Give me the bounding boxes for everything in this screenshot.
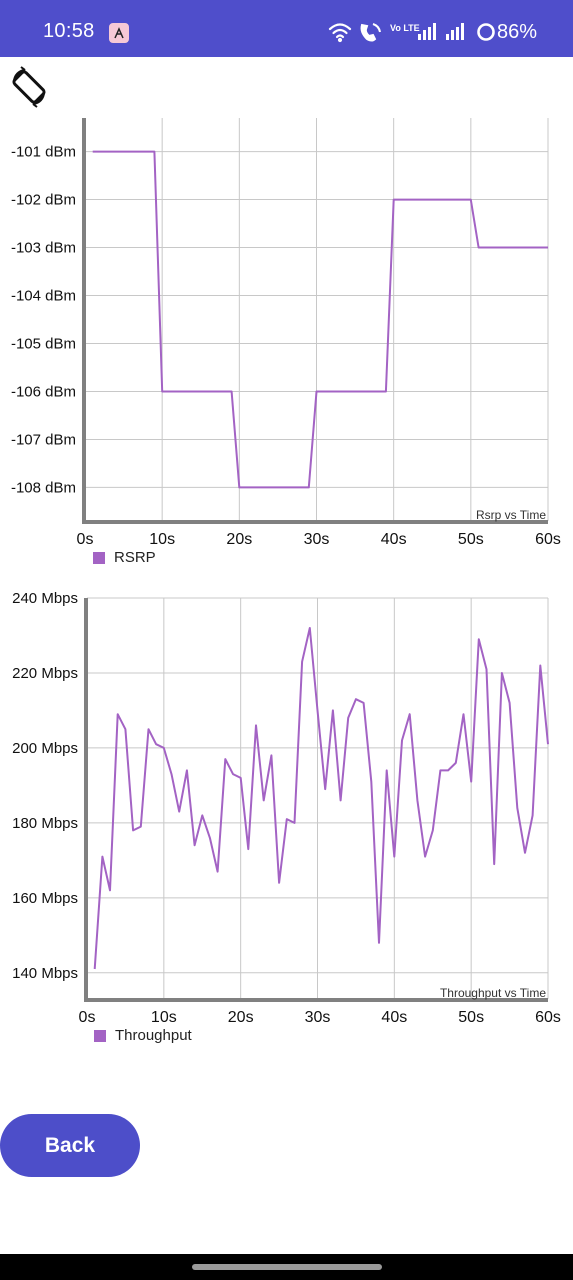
wifi-calling-icon <box>360 23 381 42</box>
rsrp-x-tick-label: 20s <box>226 531 252 548</box>
throughput-y-tick-label: 220 Mbps <box>12 665 78 682</box>
throughput-x-tick-label: 10s <box>151 1009 177 1026</box>
app-notification-icon <box>109 23 129 43</box>
rsrp-legend: RSRP <box>93 549 156 566</box>
rsrp-y-tick-label: -107 dBm <box>11 431 76 448</box>
throughput-y-tick-label: 140 Mbps <box>12 965 78 982</box>
status-bar: 10:58 Vo LTE 86% <box>0 0 573 57</box>
throughput-y-tick-label: 240 Mbps <box>12 590 78 607</box>
throughput-x-tick-label: 0s <box>79 1009 96 1026</box>
rsrp-x-tick-label: 40s <box>381 531 407 548</box>
rsrp-y-tick-label: -104 dBm <box>11 288 76 305</box>
rsrp-x-tick-label: 10s <box>149 531 175 548</box>
throughput-y-tick-label: 180 Mbps <box>12 815 78 832</box>
rsrp-series-line <box>92 150 548 489</box>
status-time: 10:58 <box>43 20 95 42</box>
signal-icon-2 <box>446 23 464 40</box>
rsrp-legend-label: RSRP <box>114 549 156 566</box>
rsrp-y-tick-label: -101 dBm <box>11 144 76 161</box>
rsrp-x-tick-label: 50s <box>458 531 484 548</box>
battery-ring-icon <box>477 23 495 41</box>
throughput-legend-label: Throughput <box>115 1027 192 1044</box>
rsrp-chart-title: Rsrp vs Time <box>476 508 546 522</box>
rsrp-y-tick-label: -108 dBm <box>11 479 76 496</box>
signal-icon <box>418 23 436 40</box>
home-gesture-handle[interactable] <box>192 1264 382 1270</box>
battery-percent: 86% <box>497 21 538 43</box>
wifi-icon <box>328 23 352 43</box>
rsrp-x-tick-label: 60s <box>535 531 561 548</box>
rsrp-x-tick-label: 0s <box>77 531 94 548</box>
screen-rotate-icon[interactable] <box>8 66 50 108</box>
rsrp-chart: 0s 10s 20s 30s 40s 50s 60s -101 dBm -102 dBm -103… <box>11 118 561 548</box>
rsrp-y-tick-label: -106 dBm <box>11 383 76 400</box>
throughput-x-tick-label: 60s <box>535 1009 561 1026</box>
rsrp-y-tick-label: -102 dBm <box>11 192 76 209</box>
throughput-x-tick-label: 50s <box>458 1009 484 1026</box>
volte-label: Vo LTE <box>390 23 420 33</box>
rsrp-y-tick-label: -105 dBm <box>11 335 76 352</box>
volte-icon: Vo LTE <box>390 23 420 33</box>
throughput-y-tick-label: 200 Mbps <box>12 740 78 757</box>
throughput-legend-swatch <box>94 1029 106 1042</box>
throughput-series-line <box>93 627 549 970</box>
throughput-x-tick-label: 40s <box>381 1009 407 1026</box>
throughput-legend: Throughput <box>94 1027 192 1044</box>
rsrp-legend-swatch <box>93 551 105 564</box>
throughput-x-tick-label: 30s <box>305 1009 331 1026</box>
status-icons: Vo LTE <box>328 23 495 43</box>
rsrp-y-tick-label: -103 dBm <box>11 240 76 257</box>
rsrp-x-tick-label: 30s <box>304 531 330 548</box>
throughput-chart-title: Throughput vs Time <box>440 986 546 1000</box>
throughput-chart: 0s 10s 20s 30s 40s 50s 60s 240 Mbps 220 Mbps 200 … <box>12 590 561 1026</box>
back-button[interactable]: Back <box>0 1114 140 1177</box>
navigation-bar <box>0 1254 573 1280</box>
throughput-x-tick-label: 20s <box>228 1009 254 1026</box>
throughput-y-tick-label: 160 Mbps <box>12 890 78 907</box>
